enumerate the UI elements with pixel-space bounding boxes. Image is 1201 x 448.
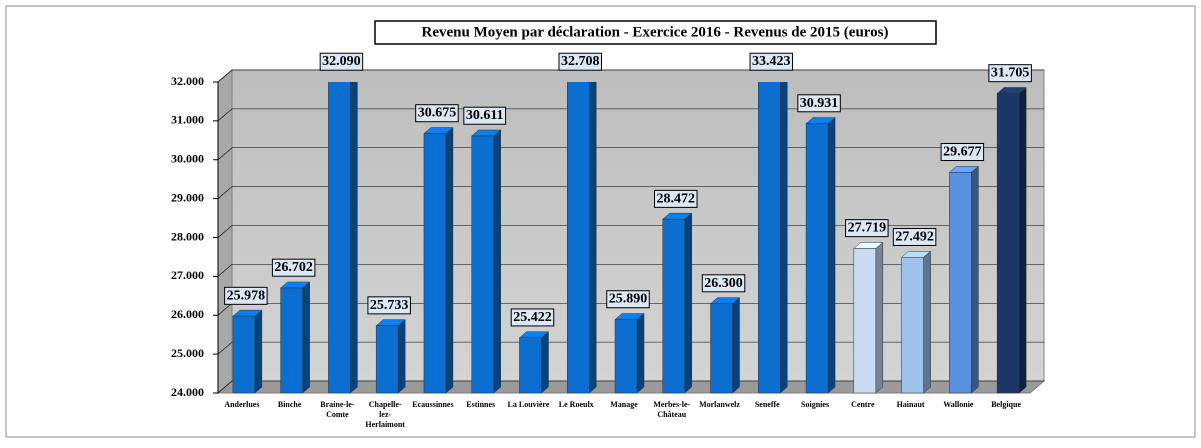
bar-side [350,82,358,394]
x-tick-label: Seneffe [755,400,780,409]
bar [614,319,638,394]
chart-title: Revenu Moyen par déclaration - Exercice … [421,24,888,40]
value-label-box [606,290,650,309]
bar [375,325,399,394]
y-tick-label: 30.000 [171,152,204,166]
value-label: 32.090 [322,54,361,69]
value-label: 25.733 [370,298,409,313]
x-tick-label: Hainaut [897,400,925,409]
x-tick-label: Wallonie [943,400,974,409]
x-tick-label: Ecaussinnes [412,400,453,409]
x-tick-label: Binche [278,400,302,409]
value-label-box [510,308,555,327]
bar [519,337,542,394]
x-tick-label: Le Roeulx [559,400,594,409]
value-label: 27.492 [895,229,934,244]
title-box [374,20,937,45]
x-tick-label: Merbes-le-Château [653,400,690,419]
value-label-box [415,104,459,123]
y-tick-label: 26.000 [171,307,204,321]
x-tick-label: La Louvière [508,400,550,409]
x-tick-label: Estinnes [466,400,495,409]
bar-side [1018,86,1027,394]
value-label-box [701,274,746,293]
bar-side [397,319,406,394]
y-tick-label: 29.000 [171,190,204,204]
y-tick-label: 25.000 [171,346,204,360]
value-label-box [797,94,841,113]
value-label: 32.708 [561,54,600,69]
x-tick-label: Chapelle-lez-Herlaimont [365,400,405,429]
value-label-box [224,286,268,305]
value-label: 26.702 [274,260,313,275]
x-tick-label: Morlanwelz [699,400,740,409]
y-tick-label: 28.000 [171,229,204,243]
value-label-box [271,258,316,277]
bar [996,93,1020,394]
bar [949,172,972,394]
bar [280,287,303,394]
value-label: 25.978 [227,288,266,303]
bar-side [732,297,740,394]
bar-side [254,309,263,394]
bar-side [541,331,549,394]
bar [423,133,447,394]
value-label-box [319,52,364,71]
bar-side [827,117,836,394]
x-tick-label: Soignies [801,400,829,409]
x-tick-label: Anderlues [224,400,259,409]
value-label-box [558,52,602,71]
value-label-box [988,64,1032,83]
bar [901,256,924,394]
value-label: 31.705 [991,66,1030,81]
bar [471,135,494,394]
bar [232,315,256,394]
value-label-box [845,219,889,238]
y-tick-label: 31.000 [171,113,204,127]
value-label: 26.300 [704,276,743,291]
value-label-box [463,106,507,125]
bar-side [875,241,884,394]
bar-side [302,281,310,394]
bar-side [636,312,645,394]
value-label: 30.675 [418,106,457,121]
value-label: 29.677 [943,145,982,160]
bars [232,82,1027,394]
value-label-box [367,296,411,315]
bar [853,248,877,394]
value-label-box [654,189,698,208]
value-label-box [749,52,794,71]
bar-side [493,129,501,394]
plot: 24.000 25.000 26.000 27.000 28.000 29.000 30.0… [171,52,1046,429]
value-label: 25.422 [513,310,552,325]
x-tick-label: Centre [851,400,875,409]
bar [566,82,590,394]
y-tick-label: 27.000 [171,268,204,282]
value-label: 30.931 [800,96,839,111]
x-tick-label: Braine-le-Comte [320,400,355,419]
bar [758,82,781,394]
value-label-box [940,143,985,162]
bar [328,82,351,394]
bar [805,123,829,394]
bar-side [445,126,454,394]
bar-side [971,165,979,394]
value-label: 30.611 [466,108,504,123]
bar [662,218,686,394]
value-label: 33.423 [752,54,791,69]
value-label: 28.472 [657,191,696,206]
x-tick-label: Belgique [991,400,1021,409]
bar-side [588,82,597,394]
bar [710,303,733,394]
value-label-box [892,227,937,246]
y-tick-label: 32.000 [171,74,204,88]
value-label: 25.890 [609,292,648,307]
x-tick-label: Manage [610,400,638,409]
bar-side [684,212,693,394]
value-label: 27.719 [848,221,887,236]
bar-side [923,250,931,394]
y-tick-label: 24.000 [171,385,204,399]
